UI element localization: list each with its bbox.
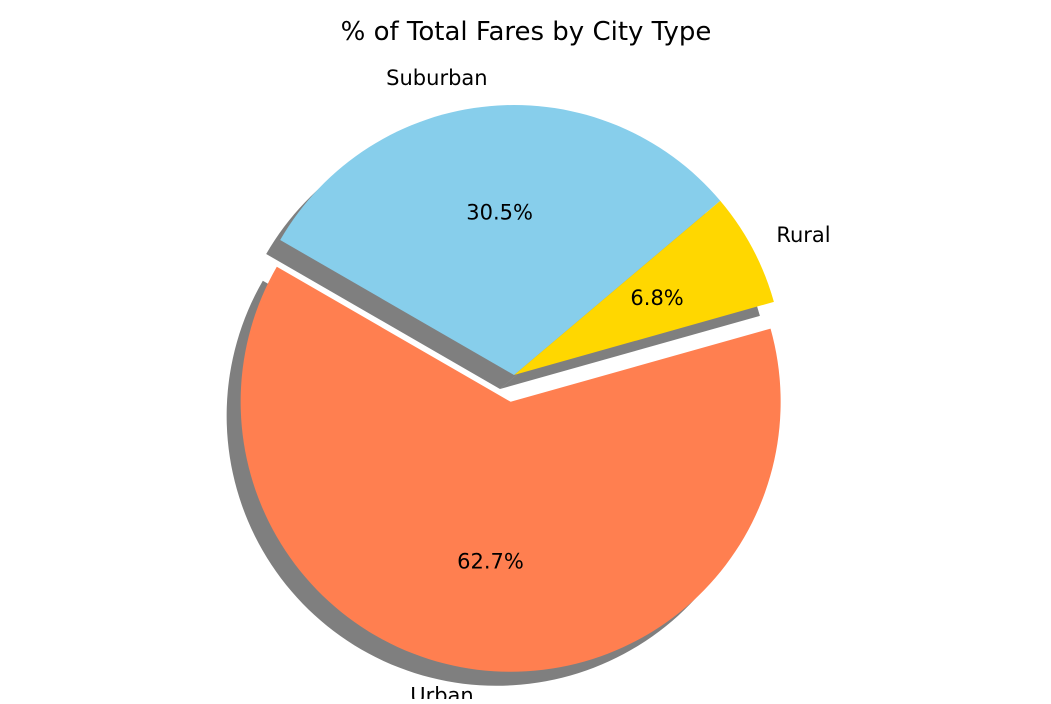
pct-label-rural: 6.8% <box>630 286 683 310</box>
label-suburban: Suburban <box>386 66 487 90</box>
pct-label-suburban: 30.5% <box>466 201 533 225</box>
chart-title: % of Total Fares by City Type <box>341 17 712 47</box>
pct-label-urban: 62.7% <box>457 550 524 574</box>
slice-rural <box>514 200 774 375</box>
label-rural: Rural <box>776 223 830 247</box>
pie-slices <box>240 105 781 672</box>
slice-suburban <box>280 105 721 375</box>
slice-urban <box>240 266 781 672</box>
slice-labels: Urban 62.7% Rural 6.8% Suburban 30.5% <box>386 66 830 704</box>
label-urban: Urban <box>410 683 474 699</box>
